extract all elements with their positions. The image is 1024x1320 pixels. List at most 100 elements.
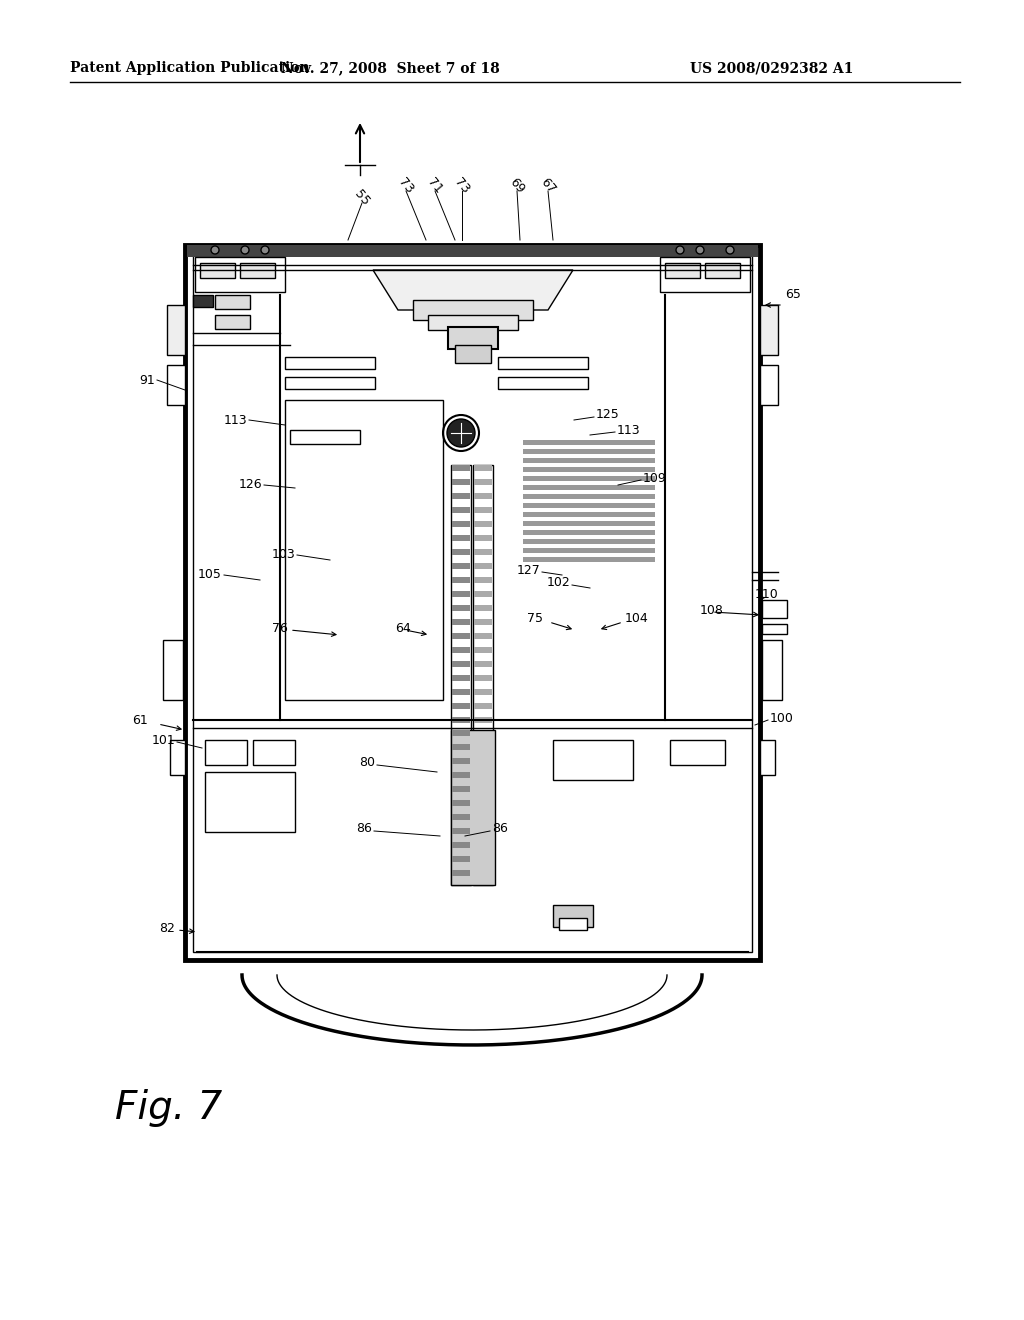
- Bar: [474, 507, 492, 513]
- Circle shape: [726, 246, 734, 253]
- Bar: [452, 855, 470, 862]
- Bar: [185, 246, 760, 960]
- Bar: [559, 917, 587, 931]
- Bar: [215, 315, 250, 329]
- Text: 82: 82: [159, 921, 175, 935]
- Bar: [240, 263, 275, 279]
- Text: 127: 127: [516, 564, 540, 577]
- Text: 108: 108: [700, 603, 724, 616]
- Text: US 2008/0292382 A1: US 2008/0292382 A1: [690, 61, 853, 75]
- Text: 91: 91: [139, 374, 155, 387]
- Bar: [187, 246, 758, 257]
- Bar: [474, 647, 492, 653]
- Bar: [449, 327, 498, 348]
- Bar: [452, 785, 470, 792]
- Bar: [290, 430, 360, 444]
- Text: 55: 55: [352, 187, 372, 209]
- Bar: [474, 774, 492, 779]
- Bar: [474, 577, 492, 583]
- Bar: [474, 814, 492, 821]
- Bar: [452, 465, 470, 471]
- Bar: [452, 842, 470, 847]
- Bar: [452, 774, 470, 779]
- Text: 105: 105: [198, 569, 222, 582]
- Bar: [474, 549, 492, 554]
- Bar: [452, 634, 470, 639]
- Bar: [200, 263, 234, 279]
- Bar: [452, 759, 470, 766]
- Bar: [498, 356, 588, 370]
- Bar: [452, 814, 470, 821]
- Bar: [452, 647, 470, 653]
- Bar: [474, 675, 492, 681]
- Text: 67: 67: [538, 176, 558, 197]
- Bar: [452, 744, 470, 751]
- Bar: [452, 549, 470, 554]
- Bar: [523, 477, 655, 480]
- Bar: [452, 661, 470, 667]
- Bar: [474, 465, 492, 471]
- Bar: [474, 801, 492, 807]
- Circle shape: [443, 414, 479, 451]
- Bar: [205, 772, 295, 832]
- Bar: [670, 741, 725, 766]
- Bar: [195, 257, 285, 292]
- Bar: [452, 801, 470, 807]
- Bar: [760, 741, 775, 775]
- Bar: [523, 458, 655, 463]
- Bar: [163, 640, 183, 700]
- Bar: [451, 465, 471, 884]
- Bar: [474, 619, 492, 624]
- Text: 125: 125: [596, 408, 620, 421]
- Text: Patent Application Publication: Patent Application Publication: [70, 61, 309, 75]
- Bar: [523, 503, 655, 508]
- Bar: [452, 828, 470, 834]
- Bar: [474, 605, 492, 611]
- Text: 110: 110: [755, 589, 778, 602]
- Text: 101: 101: [152, 734, 175, 747]
- Bar: [474, 744, 492, 751]
- Bar: [452, 675, 470, 681]
- Bar: [474, 535, 492, 541]
- Circle shape: [211, 246, 219, 253]
- Text: 61: 61: [132, 714, 148, 726]
- Bar: [452, 870, 470, 876]
- Polygon shape: [373, 271, 573, 310]
- Bar: [553, 741, 633, 780]
- Text: 113: 113: [617, 424, 641, 437]
- Bar: [474, 704, 492, 709]
- Bar: [193, 294, 213, 308]
- Text: 75: 75: [527, 611, 543, 624]
- Bar: [451, 730, 495, 884]
- Bar: [205, 741, 247, 766]
- Bar: [452, 479, 470, 484]
- Bar: [474, 661, 492, 667]
- Bar: [474, 634, 492, 639]
- Bar: [452, 730, 470, 737]
- Circle shape: [447, 418, 475, 447]
- Text: 86: 86: [356, 821, 372, 834]
- Circle shape: [241, 246, 249, 253]
- Bar: [523, 557, 655, 562]
- Bar: [760, 305, 778, 355]
- Bar: [523, 484, 655, 490]
- Bar: [452, 800, 470, 807]
- Bar: [474, 564, 492, 569]
- Bar: [474, 731, 492, 737]
- Bar: [452, 689, 470, 696]
- Text: 103: 103: [271, 549, 295, 561]
- Bar: [452, 871, 470, 876]
- Circle shape: [696, 246, 705, 253]
- Bar: [474, 591, 492, 597]
- Bar: [523, 440, 655, 445]
- Bar: [474, 759, 492, 766]
- Bar: [193, 253, 752, 952]
- Bar: [452, 829, 470, 836]
- Bar: [553, 906, 593, 927]
- Bar: [474, 871, 492, 876]
- Text: 73: 73: [452, 176, 472, 197]
- Bar: [760, 366, 778, 405]
- Bar: [452, 535, 470, 541]
- Bar: [452, 772, 470, 777]
- Bar: [474, 843, 492, 849]
